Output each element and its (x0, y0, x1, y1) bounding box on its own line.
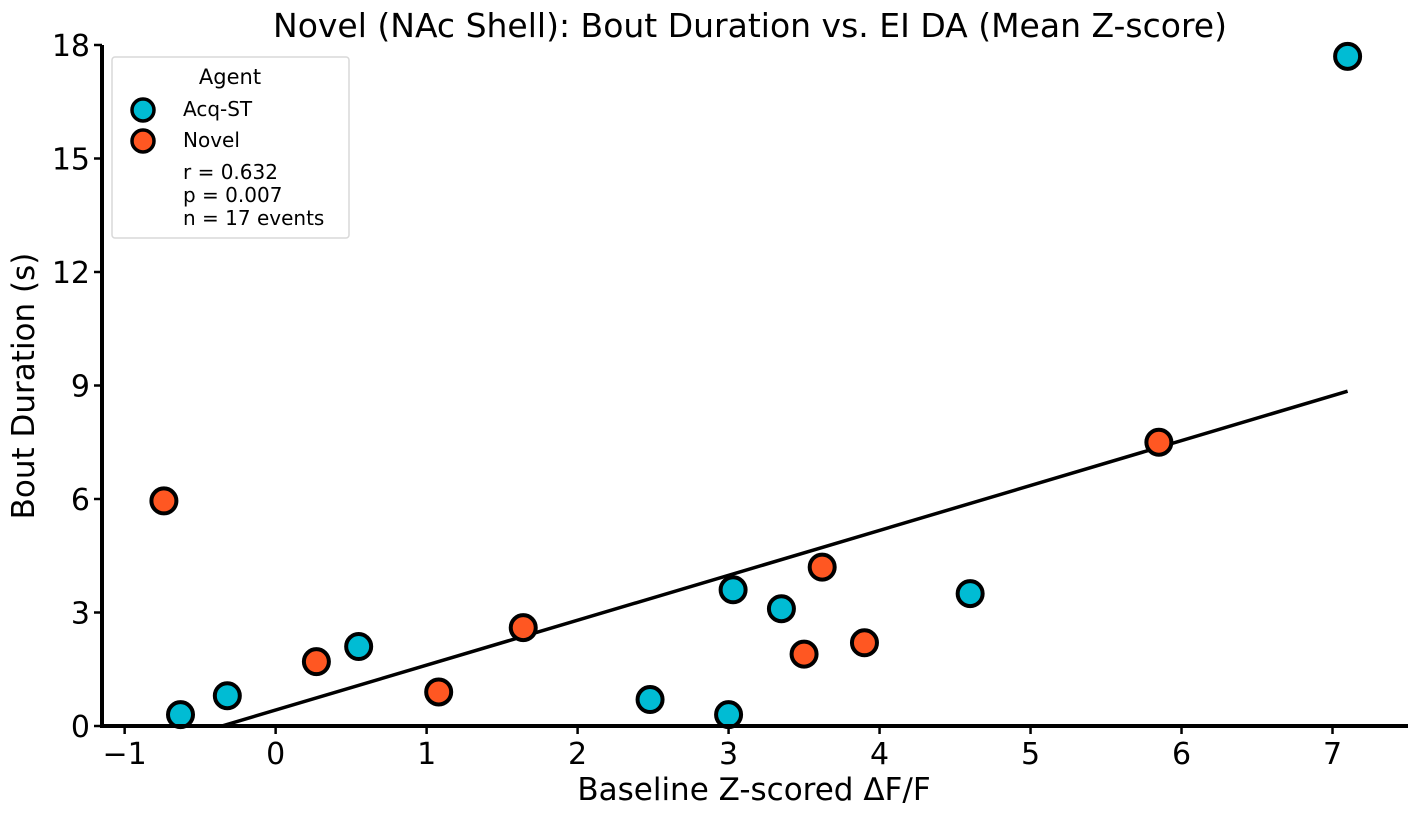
x-tick-label: 1 (417, 737, 436, 772)
legend-label-novel: Novel (183, 128, 240, 152)
y-ticks: 0 3 6 9 12 15 18 (52, 29, 102, 745)
x-tick-label: 3 (719, 737, 738, 772)
x-tick-label: 6 (1172, 737, 1191, 772)
x-tick-label: 2 (568, 737, 587, 772)
legend-stat-p: p = 0.007 (183, 183, 282, 207)
data-point-novel-5 (807, 552, 837, 582)
y-axis-label: Bout Duration (s) (6, 253, 42, 520)
legend-title: Agent (199, 65, 261, 89)
x-tick-label: 5 (1021, 737, 1040, 772)
data-point-novel-7 (1144, 427, 1174, 457)
data-point-acq-st-0 (166, 700, 196, 730)
x-ticks: −1 0 1 2 3 4 5 6 7 (103, 726, 1342, 772)
y-tick-label: 9 (71, 370, 90, 405)
chart-title: Novel (NAc Shell): Bout Duration vs. EI … (273, 6, 1227, 45)
data-point-novel-3 (508, 613, 538, 643)
legend-stat-n: n = 17 events (183, 206, 324, 230)
legend-stat-r: r = 0.632 (183, 160, 278, 184)
data-point-acq-st-3 (635, 685, 665, 715)
data-point-novel-4 (789, 639, 819, 669)
y-tick-label: 3 (71, 597, 90, 632)
x-tick-label: 7 (1323, 737, 1342, 772)
y-tick-label: 12 (52, 256, 90, 291)
legend-box (111, 56, 350, 239)
data-point-acq-st-5 (718, 575, 748, 605)
y-tick-label: 0 (71, 710, 90, 745)
legend-marker-acq-st (130, 97, 156, 123)
plot-area (149, 41, 1363, 730)
y-tick-label: 18 (52, 29, 90, 64)
data-point-acq-st-6 (766, 594, 796, 624)
x-tick-label: 0 (266, 737, 285, 772)
data-point-novel-2 (424, 677, 454, 707)
data-point-novel-1 (301, 647, 331, 677)
x-axis-label: Baseline Z-scored ΔF/F (577, 772, 930, 808)
x-tick-label: 4 (870, 737, 889, 772)
data-point-novel-6 (849, 628, 879, 658)
data-point-novel-0 (149, 486, 179, 516)
data-point-acq-st-1 (212, 681, 242, 711)
data-point-acq-st-2 (344, 632, 374, 662)
y-tick-label: 15 (52, 143, 90, 178)
data-point-acq-st-4 (714, 700, 744, 730)
legend: Agent Acq-ST Novel r = 0.632 p = 0.007 n… (111, 56, 350, 239)
x-tick-label: −1 (103, 737, 147, 772)
legend-marker-novel (130, 128, 156, 154)
data-point-acq-st-7 (955, 579, 985, 609)
data-point-acq-st-8 (1333, 41, 1363, 71)
legend-label-acq-st: Acq-ST (183, 97, 253, 121)
y-tick-label: 6 (71, 483, 90, 518)
